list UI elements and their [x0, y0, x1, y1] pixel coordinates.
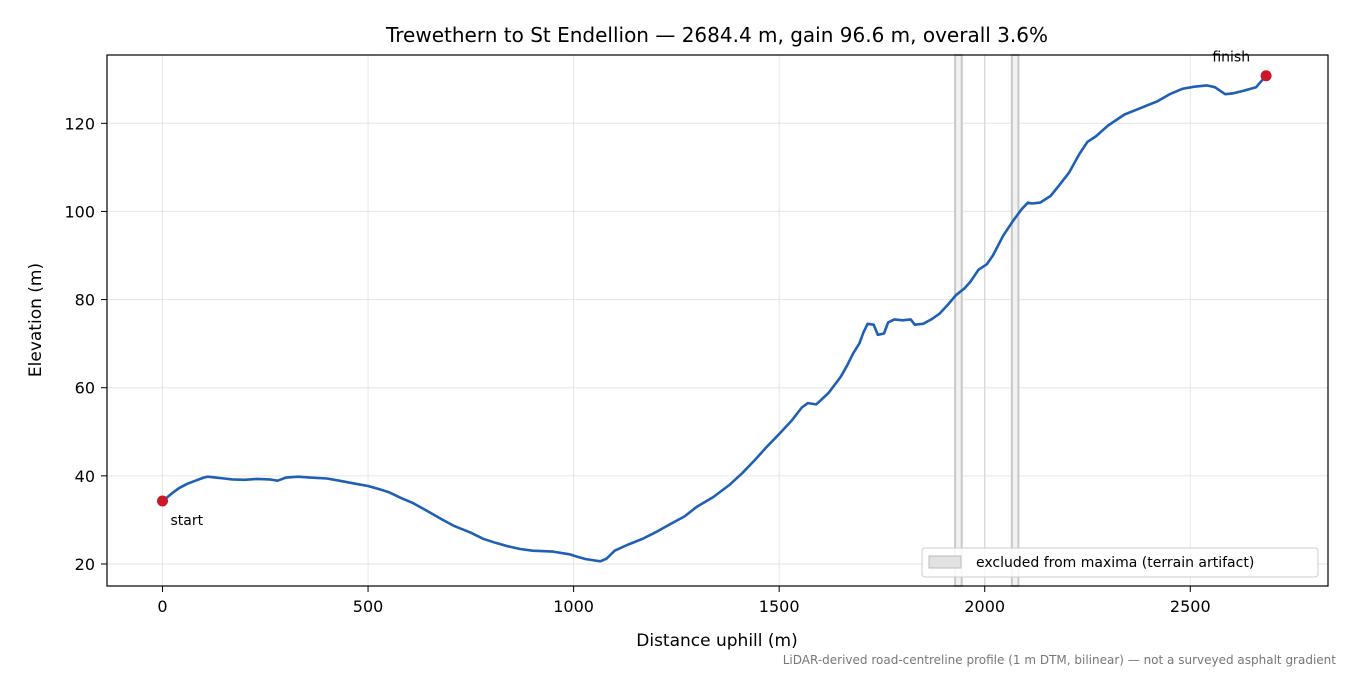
plot-frame: [106, 54, 1329, 587]
excluded-band: [1010, 54, 1020, 587]
legend-swatch: [928, 555, 962, 569]
start-marker: [157, 495, 168, 507]
x-tick-label: 2500: [1170, 597, 1211, 616]
x-axis-title: Distance uphill (m): [636, 631, 797, 651]
y-tick-label: 120: [64, 114, 95, 133]
y-tick-label: 80: [75, 291, 95, 310]
chart-title: Trewethern to St Endellion — 2684.4 m, g…: [385, 23, 1048, 47]
y-tick-label: 60: [75, 379, 95, 398]
legend-box: [921, 547, 1319, 578]
x-tick-label: 500: [353, 597, 384, 616]
series-layer: [161, 74, 1268, 563]
elevation-series-line: [161, 74, 1268, 563]
y-tick-label: 100: [64, 202, 95, 221]
footnote: LiDAR-derived road-centreline profile (1…: [783, 653, 1337, 667]
y-axis-title: Elevation (m): [26, 263, 46, 377]
axis-ticks: 0 500 1000 1500 2000 2500 20 40 60 80 100 120: [64, 114, 1210, 616]
markers: start finish: [157, 50, 1272, 529]
x-tick-label: 1000: [553, 597, 594, 616]
legend-label: excluded from maxima (terrain artifact): [976, 555, 1254, 571]
x-tick-label: 0: [157, 597, 167, 616]
legend: excluded from maxima (terrain artifact): [921, 547, 1319, 578]
y-tick-label: 40: [75, 467, 95, 486]
finish-label: finish: [1212, 50, 1250, 66]
finish-marker: [1260, 70, 1272, 82]
excluded-band: [954, 54, 963, 587]
y-tick-label: 20: [75, 555, 95, 574]
x-tick-label: 1500: [759, 597, 800, 616]
start-label: start: [171, 513, 204, 529]
grid: [107, 55, 1328, 586]
excluded-bands: [954, 54, 1020, 587]
x-tick-label: 2000: [964, 597, 1005, 616]
